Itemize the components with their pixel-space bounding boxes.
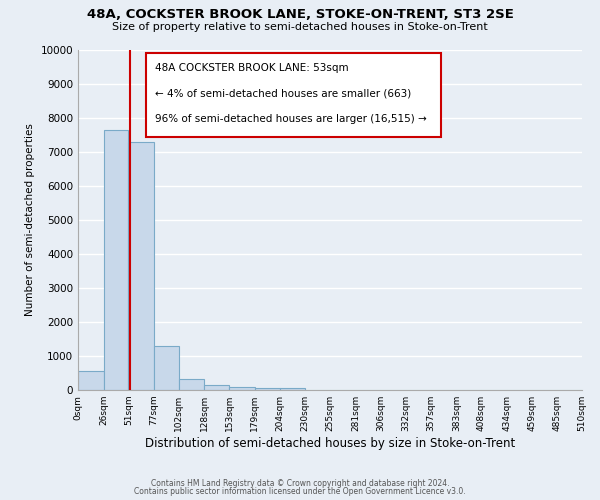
Text: 48A, COCKSTER BROOK LANE, STOKE-ON-TRENT, ST3 2SE: 48A, COCKSTER BROOK LANE, STOKE-ON-TRENT… bbox=[86, 8, 514, 20]
Text: ← 4% of semi-detached houses are smaller (663): ← 4% of semi-detached houses are smaller… bbox=[155, 88, 412, 99]
Text: 96% of semi-detached houses are larger (16,515) →: 96% of semi-detached houses are larger (… bbox=[155, 114, 427, 124]
Bar bbox=[229, 386, 255, 390]
Bar bbox=[255, 388, 280, 390]
Bar bbox=[179, 379, 205, 390]
X-axis label: Distribution of semi-detached houses by size in Stoke-on-Trent: Distribution of semi-detached houses by … bbox=[145, 437, 515, 450]
FancyBboxPatch shape bbox=[146, 54, 441, 136]
Bar bbox=[205, 385, 229, 390]
Bar bbox=[154, 346, 179, 390]
Text: Size of property relative to semi-detached houses in Stoke-on-Trent: Size of property relative to semi-detach… bbox=[112, 22, 488, 32]
Text: Contains HM Land Registry data © Crown copyright and database right 2024.: Contains HM Land Registry data © Crown c… bbox=[151, 478, 449, 488]
Bar bbox=[104, 130, 128, 390]
Text: 48A COCKSTER BROOK LANE: 53sqm: 48A COCKSTER BROOK LANE: 53sqm bbox=[155, 63, 349, 73]
Bar bbox=[78, 372, 104, 390]
Text: Contains public sector information licensed under the Open Government Licence v3: Contains public sector information licen… bbox=[134, 487, 466, 496]
Bar bbox=[280, 388, 305, 390]
Bar bbox=[128, 142, 154, 390]
Y-axis label: Number of semi-detached properties: Number of semi-detached properties bbox=[25, 124, 35, 316]
